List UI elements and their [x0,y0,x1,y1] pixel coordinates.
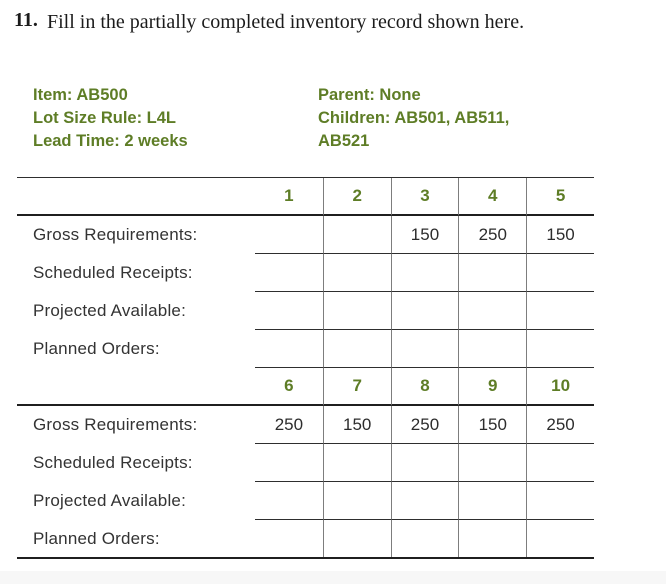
row-label-planned-orders: Planned Orders: [33,338,160,358]
period-header-10: 10 [526,368,594,406]
cell-p10-projected [526,482,594,520]
row-label-scheduled-receipts: Scheduled Receipts: [33,452,193,472]
cell-p9-planned [458,520,526,557]
period-header-2: 2 [322,178,391,216]
period-header-spacer [17,368,255,406]
item-code-line: Item: AB500 [33,86,128,104]
cell-p2-gross [322,216,391,254]
cell-p1-scheduled [255,254,323,292]
cell-p9-gross: 150 [458,406,527,444]
item-info-left-column: Item: AB500 Lot Size Rule: L4L Lead Time… [33,84,313,153]
cell-p7-gross: 150 [322,406,391,444]
period-header-4: 4 [458,178,527,216]
lot-size-rule-line: Lot Size Rule: L4L [33,109,177,127]
cell-p4-projected [458,292,527,330]
inventory-record-table: 1 2 3 4 5 Gross Requirements: 150 250 15… [17,177,594,559]
cell-p5-planned [526,330,594,368]
item-info-right-column: Parent: None Children: AB501, AB511, AB5… [318,84,648,153]
period-header-9: 9 [458,368,527,406]
cell-p7-scheduled [322,444,391,482]
question-number: 11. [14,9,38,31]
cell-p3-gross: 150 [390,216,459,254]
period-header-1: 1 [255,178,323,216]
period-header-3: 3 [390,178,459,216]
cell-p10-gross: 250 [526,406,594,444]
cell-p3-scheduled [390,254,459,292]
parent-line: Parent: None [318,86,421,104]
row-label-projected-available: Projected Available: [33,300,187,320]
cell-p8-scheduled [390,444,459,482]
cell-p8-gross: 250 [390,406,459,444]
row-label-gross-requirements: Gross Requirements: [33,224,198,244]
cell-p6-scheduled [255,444,323,482]
row-label-projected-available: Projected Available: [33,490,187,510]
cell-p1-projected [255,292,323,330]
cell-p2-projected [322,292,391,330]
cell-p4-scheduled [458,254,527,292]
cell-p7-projected [322,482,391,520]
cell-p3-planned [390,330,459,368]
cell-p6-projected [255,482,323,520]
children-line: Children: AB501, AB511, [318,109,510,127]
children-line-overflow: AB521 [318,132,370,150]
cell-p4-gross: 250 [458,216,527,254]
period-header-spacer [17,178,255,216]
cell-p1-planned [255,330,323,368]
cell-p6-gross: 250 [255,406,323,444]
page-bottom-strip [0,571,666,584]
cell-p2-planned [322,330,391,368]
cell-p2-scheduled [322,254,391,292]
cell-p5-projected [526,292,594,330]
period-header-8: 8 [390,368,459,406]
lead-time-line: Lead Time: 2 weeks [33,132,188,150]
period-header-5: 5 [526,178,594,216]
cell-p1-gross [255,216,323,254]
period-header-7: 7 [322,368,391,406]
cell-p4-planned [458,330,527,368]
cell-p6-planned [255,520,323,557]
cell-p9-projected [458,482,527,520]
cell-p5-scheduled [526,254,594,292]
cell-p8-projected [390,482,459,520]
cell-p10-scheduled [526,444,594,482]
row-label-scheduled-receipts: Scheduled Receipts: [33,262,193,282]
period-header-6: 6 [255,368,323,406]
question-text: Fill in the partially completed inventor… [47,11,525,33]
row-label-planned-orders: Planned Orders: [33,528,160,548]
cell-p3-projected [390,292,459,330]
row-label-gross-requirements: Gross Requirements: [33,414,198,434]
cell-p8-planned [390,520,459,557]
exercise-question: 11. Fill in the partially completed inve… [14,9,620,35]
cell-p5-gross: 150 [526,216,594,254]
cell-p7-planned [322,520,391,557]
cell-p9-scheduled [458,444,527,482]
cell-p10-planned [526,520,594,557]
